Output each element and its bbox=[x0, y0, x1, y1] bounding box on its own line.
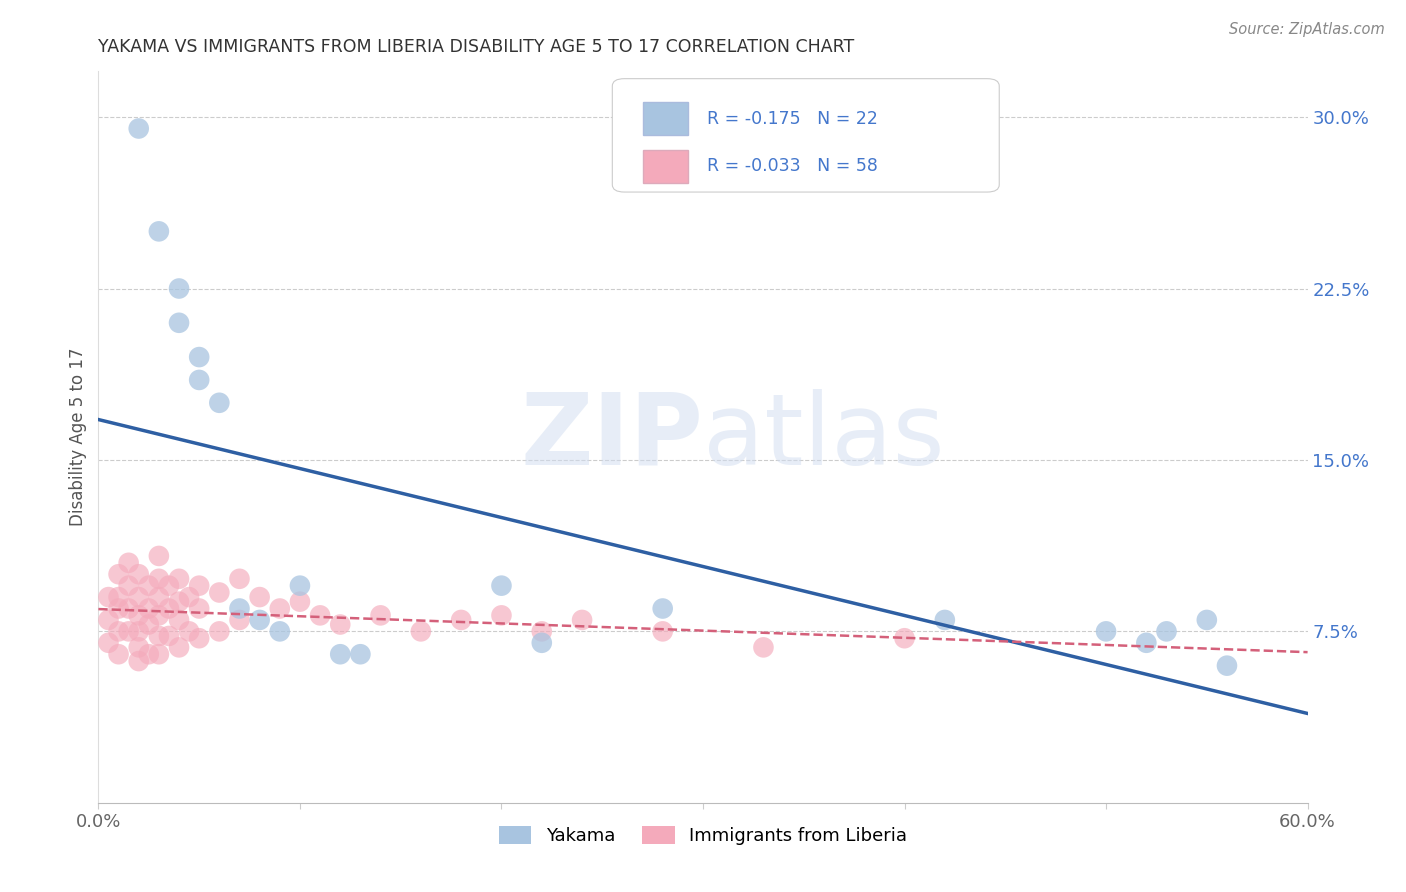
Point bbox=[157, 601, 180, 615]
Point bbox=[188, 579, 211, 593]
Text: ZIP: ZIP bbox=[520, 389, 703, 485]
Point bbox=[228, 601, 250, 615]
Point bbox=[228, 572, 250, 586]
Point bbox=[269, 624, 291, 639]
Point bbox=[249, 590, 271, 604]
Point bbox=[752, 640, 775, 655]
Point bbox=[138, 647, 160, 661]
Point bbox=[651, 624, 673, 639]
Point bbox=[148, 590, 170, 604]
Point bbox=[148, 549, 170, 563]
Point bbox=[1156, 624, 1178, 639]
Point bbox=[167, 595, 190, 609]
FancyBboxPatch shape bbox=[643, 150, 689, 183]
Point bbox=[167, 640, 190, 655]
Point bbox=[1135, 636, 1157, 650]
Point bbox=[208, 585, 231, 599]
Legend: Yakama, Immigrants from Liberia: Yakama, Immigrants from Liberia bbox=[492, 819, 914, 852]
Point bbox=[148, 224, 170, 238]
Point bbox=[530, 624, 553, 639]
Point bbox=[893, 632, 915, 646]
Point bbox=[107, 647, 129, 661]
Text: R = -0.033   N = 58: R = -0.033 N = 58 bbox=[707, 158, 877, 176]
Point bbox=[107, 601, 129, 615]
Point bbox=[409, 624, 432, 639]
Point bbox=[934, 613, 956, 627]
Point bbox=[118, 601, 141, 615]
Point bbox=[1095, 624, 1118, 639]
Y-axis label: Disability Age 5 to 17: Disability Age 5 to 17 bbox=[69, 348, 87, 526]
Point bbox=[128, 608, 150, 623]
Point bbox=[179, 624, 201, 639]
FancyBboxPatch shape bbox=[643, 103, 689, 136]
Point bbox=[188, 601, 211, 615]
Point bbox=[157, 579, 180, 593]
Point bbox=[97, 636, 120, 650]
Point bbox=[128, 640, 150, 655]
Point bbox=[118, 556, 141, 570]
Point bbox=[491, 608, 513, 623]
Point bbox=[128, 121, 150, 136]
Point bbox=[148, 647, 170, 661]
Point bbox=[138, 579, 160, 593]
Point bbox=[138, 601, 160, 615]
Point bbox=[118, 579, 141, 593]
Point bbox=[128, 590, 150, 604]
Point bbox=[167, 572, 190, 586]
Point bbox=[571, 613, 593, 627]
Point bbox=[530, 636, 553, 650]
Point bbox=[370, 608, 392, 623]
Point bbox=[208, 624, 231, 639]
Point bbox=[1216, 658, 1239, 673]
Text: Source: ZipAtlas.com: Source: ZipAtlas.com bbox=[1229, 22, 1385, 37]
Point bbox=[128, 624, 150, 639]
Point bbox=[97, 613, 120, 627]
Point bbox=[167, 316, 190, 330]
Text: R = -0.175   N = 22: R = -0.175 N = 22 bbox=[707, 110, 877, 128]
Point bbox=[329, 647, 352, 661]
Point bbox=[148, 572, 170, 586]
Point bbox=[107, 624, 129, 639]
Point bbox=[179, 590, 201, 604]
Text: YAKAMA VS IMMIGRANTS FROM LIBERIA DISABILITY AGE 5 TO 17 CORRELATION CHART: YAKAMA VS IMMIGRANTS FROM LIBERIA DISABI… bbox=[98, 38, 855, 56]
Point bbox=[157, 629, 180, 643]
Point bbox=[128, 654, 150, 668]
Point bbox=[188, 373, 211, 387]
Point bbox=[288, 579, 311, 593]
Point bbox=[329, 617, 352, 632]
Point bbox=[188, 350, 211, 364]
Point bbox=[288, 595, 311, 609]
Point bbox=[97, 590, 120, 604]
Point bbox=[228, 613, 250, 627]
Point bbox=[138, 617, 160, 632]
FancyBboxPatch shape bbox=[613, 78, 1000, 192]
Point bbox=[148, 629, 170, 643]
Point bbox=[309, 608, 332, 623]
Point bbox=[107, 567, 129, 582]
Point bbox=[148, 608, 170, 623]
Point bbox=[491, 579, 513, 593]
Point bbox=[249, 613, 271, 627]
Point bbox=[128, 567, 150, 582]
Point bbox=[107, 590, 129, 604]
Point bbox=[167, 613, 190, 627]
Point bbox=[118, 624, 141, 639]
Point bbox=[188, 632, 211, 646]
Point bbox=[349, 647, 371, 661]
Point bbox=[167, 281, 190, 295]
Point bbox=[1195, 613, 1218, 627]
Point bbox=[651, 601, 673, 615]
Text: atlas: atlas bbox=[703, 389, 945, 485]
Point bbox=[208, 396, 231, 410]
Point bbox=[269, 601, 291, 615]
Point bbox=[450, 613, 472, 627]
